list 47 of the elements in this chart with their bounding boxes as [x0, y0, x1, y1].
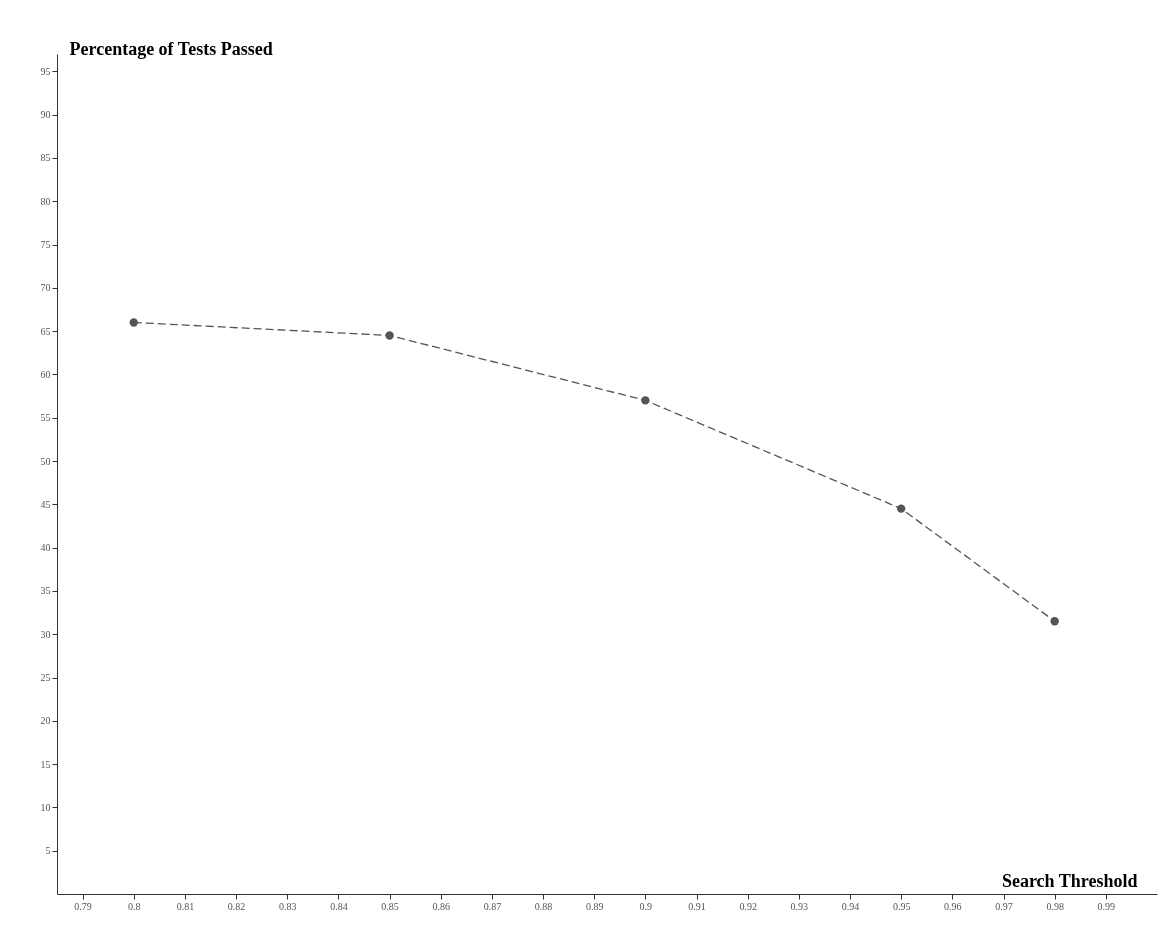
x-tick-label: 0.8 [127, 900, 141, 912]
y-tick-label: 20 [40, 715, 51, 727]
x-tick-label: 0.99 [1097, 900, 1116, 912]
x-tick-label: 0.84 [330, 900, 348, 912]
y-tick-label: 95 [40, 65, 51, 77]
x-tick-label: 0.94 [841, 900, 860, 912]
point [641, 396, 650, 405]
x-tick-label: 0.9 [639, 900, 653, 912]
y-tick-label: 65 [40, 325, 51, 337]
x-tick-label: 0.98 [1046, 900, 1064, 912]
y-tick-label: 5 [45, 845, 51, 857]
point [129, 318, 138, 327]
x-axis-title: Search Threshold [1001, 870, 1138, 891]
x-tick-label: 0.86 [432, 900, 450, 912]
y-tick-label: 85 [40, 152, 51, 164]
x-tick-label: 0.97 [995, 900, 1013, 912]
point [385, 331, 394, 340]
y-tick-label: 45 [40, 498, 51, 510]
x-tick-label: 0.87 [483, 900, 502, 912]
x-tick-label: 0.79 [74, 900, 92, 912]
y-tick-label: 70 [40, 282, 51, 294]
x-tick-label: 0.88 [534, 900, 553, 912]
y-tick-label: 15 [40, 758, 51, 770]
y-tick-label: 50 [40, 455, 51, 467]
x-tick-label: 0.81 [176, 900, 195, 912]
y-tick-label: 60 [40, 368, 51, 380]
x-tick-label: 0.92 [739, 900, 757, 912]
x-tick-label: 0.89 [585, 900, 604, 912]
y-tick-label: 40 [40, 542, 51, 554]
y-tick-label: 25 [40, 672, 51, 684]
x-tick-label: 0.91 [688, 900, 706, 912]
y-axis-title: Percentage of Tests Passed [69, 38, 273, 59]
y-tick-label: 35 [40, 585, 51, 597]
point [897, 504, 906, 513]
x-tick-label: 0.83 [278, 900, 297, 912]
x-tick-label: 0.95 [892, 900, 911, 912]
point [1050, 617, 1059, 626]
x-tick-label: 0.96 [944, 900, 962, 912]
x-tick-label: 0.93 [790, 900, 809, 912]
y-tick-label: 90 [40, 109, 51, 121]
y-tick-label: 75 [40, 239, 51, 251]
y-tick-label: 80 [40, 195, 51, 207]
y-tick-label: 10 [40, 801, 51, 813]
y-tick-label: 55 [40, 412, 51, 424]
x-tick-label: 0.85 [381, 900, 399, 912]
y-tick-label: 30 [40, 628, 51, 640]
x-tick-label: 0.82 [227, 900, 246, 912]
